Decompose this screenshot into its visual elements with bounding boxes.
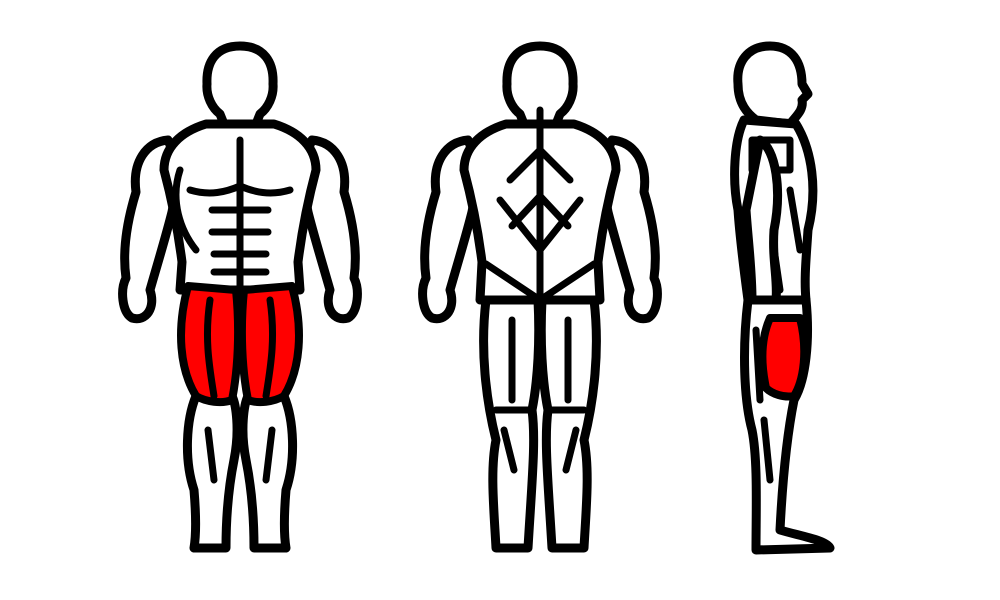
back-right-leg [536,295,601,553]
side-view-figure [730,41,835,555]
back-left-leg [479,295,544,553]
front-view-figure [118,41,362,553]
front-head [202,41,278,129]
back-torso-lines [482,106,598,304]
side-arm [741,135,783,314]
back-view-figure [418,41,662,553]
side-head [733,41,813,129]
side-leg-lines [752,326,774,484]
side-quadriceps-highlight [758,314,809,401]
front-torso-lines [172,136,294,294]
front-quad-lines [203,296,277,400]
front-shin-lines [204,426,276,484]
back-leg-lines [492,316,588,474]
